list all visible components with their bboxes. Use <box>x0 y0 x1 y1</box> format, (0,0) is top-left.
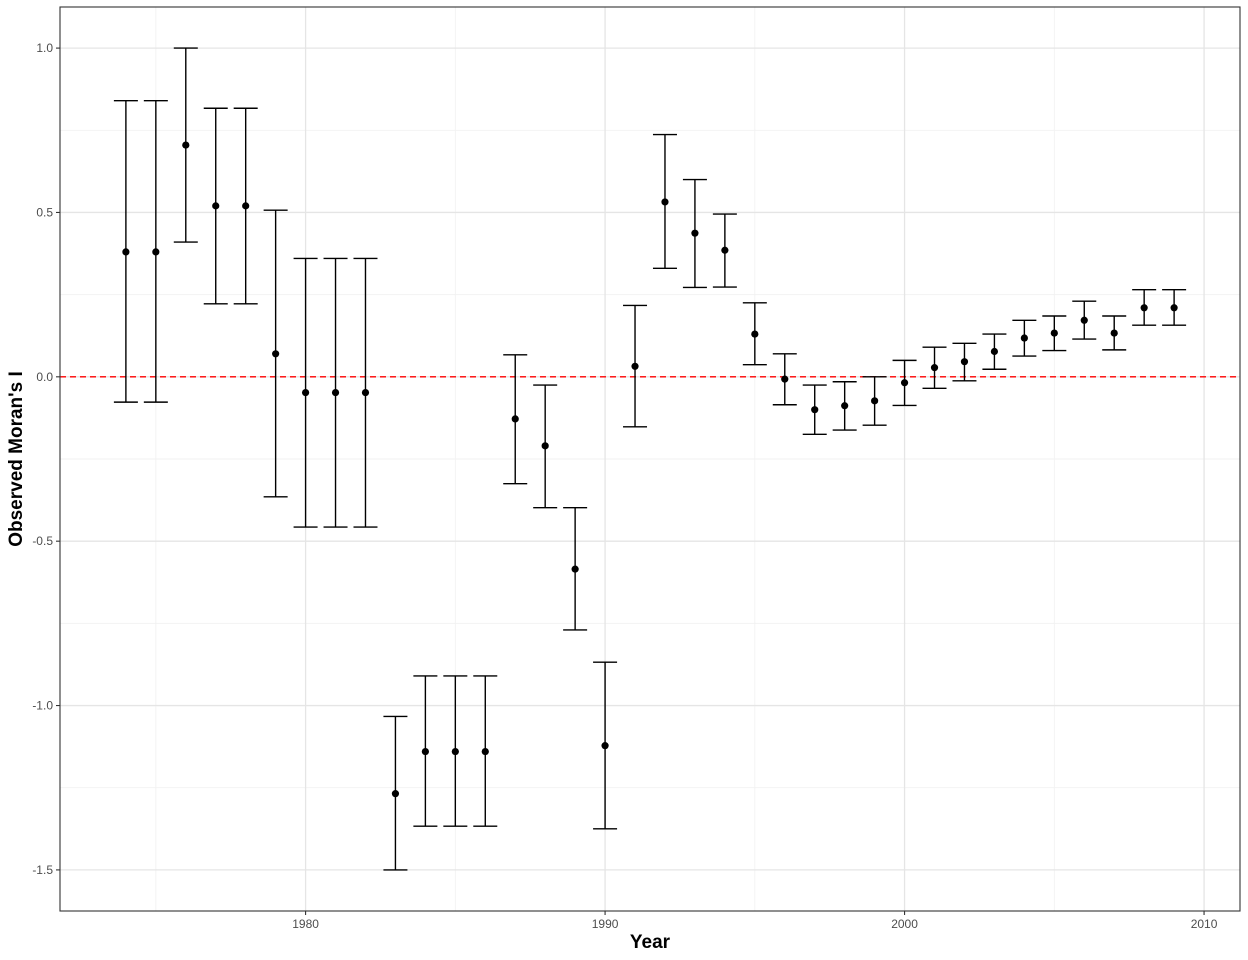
y-axis-title: Observed Moran's I <box>6 371 27 547</box>
data-point <box>1110 329 1118 337</box>
y-tick-label: 0.5 <box>36 205 53 219</box>
y-tick-label: -1.0 <box>32 699 53 713</box>
data-point <box>272 350 280 358</box>
data-point <box>391 790 400 798</box>
x-tick-label: 1990 <box>592 917 619 931</box>
data-point <box>541 442 549 450</box>
y-tick-label: -0.5 <box>32 534 53 548</box>
data-point <box>152 248 160 256</box>
data-points <box>122 141 1178 798</box>
data-point <box>661 198 669 206</box>
x-tick-label: 1980 <box>292 917 319 931</box>
data-point <box>1170 304 1178 312</box>
y-tick-label: 1.0 <box>36 41 53 55</box>
data-point <box>1020 334 1028 342</box>
data-point <box>990 347 999 356</box>
data-point <box>811 406 819 414</box>
data-point <box>900 379 909 387</box>
data-point <box>1080 316 1088 324</box>
panel-border <box>59 6 1241 912</box>
data-point <box>451 747 459 756</box>
data-point <box>122 248 130 256</box>
data-point <box>331 388 340 397</box>
data-point <box>1140 304 1148 312</box>
data-point <box>571 565 579 573</box>
data-point <box>960 358 969 366</box>
data-point <box>691 229 699 237</box>
data-point <box>721 246 729 254</box>
data-point <box>361 388 370 397</box>
data-point <box>212 202 220 210</box>
data-point <box>301 388 310 397</box>
y-axis-ticks: -1.5 -1.0 -0.5 0.0 0.5 1.0 <box>32 41 60 877</box>
data-point <box>1050 329 1058 337</box>
x-tick-label: 2010 <box>1191 917 1218 931</box>
data-point <box>631 362 639 370</box>
data-point <box>841 402 849 410</box>
data-point <box>751 330 759 338</box>
data-point <box>601 742 609 750</box>
y-tick-label: -1.5 <box>32 863 53 877</box>
data-point <box>781 375 789 383</box>
x-axis-title: Year <box>630 932 671 953</box>
x-axis-ticks: 1980 1990 2000 2010 <box>292 911 1218 931</box>
data-point <box>930 364 939 372</box>
data-point <box>242 202 250 210</box>
data-point <box>182 141 190 149</box>
data-point <box>481 747 489 756</box>
data-point <box>421 747 429 756</box>
y-tick-label: 0.0 <box>36 370 53 384</box>
data-point <box>871 397 879 405</box>
x-tick-label: 2000 <box>891 917 918 931</box>
data-point <box>511 415 519 423</box>
